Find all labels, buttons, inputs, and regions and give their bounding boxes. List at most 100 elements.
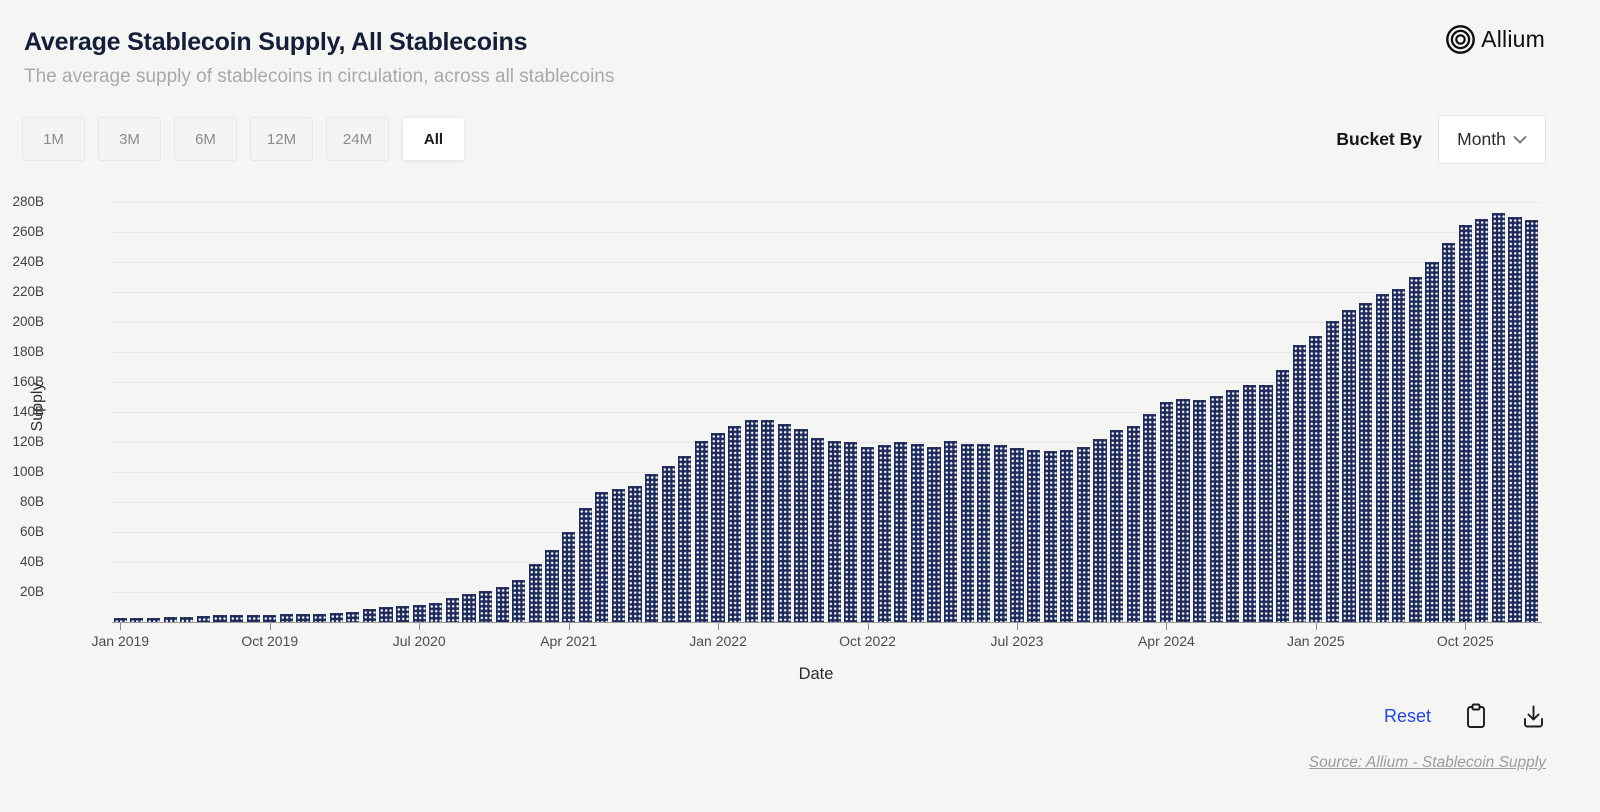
bar-jan-2021[interactable]: [512, 580, 526, 622]
bar-aug-2024[interactable]: [1226, 389, 1240, 622]
bar-jan-2024[interactable]: [1109, 430, 1124, 622]
bar-jun-2025[interactable]: [1392, 289, 1406, 622]
bar-nov-2022[interactable]: [877, 445, 891, 622]
bar-jan-2019[interactable]: [113, 618, 127, 622]
bar-oct-2019[interactable]: [263, 614, 277, 622]
bar-apr-2022[interactable]: [761, 419, 775, 622]
bar-jul-2020[interactable]: [412, 604, 426, 622]
bar-apr-2020[interactable]: [362, 609, 376, 622]
bar-apr-2023[interactable]: [960, 443, 974, 622]
bar-apr-2021[interactable]: [562, 532, 576, 622]
bar-may-2020[interactable]: [379, 607, 393, 622]
clipboard-icon[interactable]: [1464, 703, 1488, 729]
bar-dec-2019[interactable]: [296, 614, 310, 622]
bar-mar-2024[interactable]: [1143, 413, 1157, 622]
bar-feb-2025[interactable]: [1325, 320, 1340, 622]
bar-jul-2019[interactable]: [213, 615, 227, 622]
bar-jul-2024[interactable]: [1209, 395, 1223, 622]
bar-jun-2019[interactable]: [196, 615, 210, 622]
bar-feb-2024[interactable]: [1126, 425, 1140, 622]
bar-may-2021[interactable]: [578, 508, 592, 622]
bar-sep-2022[interactable]: [844, 442, 858, 622]
bar-jan-2025[interactable]: [1309, 335, 1323, 622]
source-link[interactable]: Source: Allium - Stablecoin Supply: [1308, 754, 1546, 771]
bar-dec-2020[interactable]: [495, 586, 509, 622]
bar-dec-2022[interactable]: [894, 442, 908, 622]
x-tick-mark: [867, 623, 869, 630]
bar-jan-2023[interactable]: [910, 443, 924, 622]
range-button-24m[interactable]: 24M: [326, 117, 389, 161]
bar-sep-2023[interactable]: [1043, 451, 1057, 622]
x-tick-mark: [718, 623, 720, 630]
bar-feb-2026[interactable]: [1525, 220, 1539, 622]
bar-mar-2025[interactable]: [1342, 310, 1356, 622]
range-button-6m[interactable]: 6M: [174, 117, 237, 161]
bar-apr-2025[interactable]: [1359, 302, 1373, 622]
reset-button[interactable]: Reset: [1383, 705, 1431, 726]
bar-mar-2022[interactable]: [744, 419, 758, 622]
bar-aug-2025[interactable]: [1425, 262, 1439, 622]
bar-jun-2020[interactable]: [395, 605, 410, 622]
bar-mar-2020[interactable]: [346, 611, 360, 622]
bar-dec-2025[interactable]: [1491, 212, 1506, 622]
bar-jun-2023[interactable]: [993, 445, 1007, 622]
bar-may-2019[interactable]: [180, 616, 194, 622]
bar-apr-2024[interactable]: [1159, 401, 1173, 622]
bar-dec-2024[interactable]: [1292, 344, 1306, 622]
bar-nov-2021[interactable]: [678, 455, 692, 622]
range-button-all[interactable]: All: [402, 117, 465, 161]
bar-sep-2019[interactable]: [246, 614, 260, 622]
bar-feb-2023[interactable]: [927, 446, 941, 622]
bar-mar-2023[interactable]: [943, 440, 958, 622]
range-button-1m[interactable]: 1M: [22, 117, 85, 161]
bar-apr-2019[interactable]: [163, 617, 177, 622]
bar-mar-2021[interactable]: [545, 550, 559, 622]
bar-sep-2020[interactable]: [445, 598, 459, 622]
bar-jan-2026[interactable]: [1508, 217, 1522, 622]
bar-aug-2020[interactable]: [429, 602, 443, 622]
bar-sep-2021[interactable]: [645, 473, 659, 622]
bar-mar-2019[interactable]: [146, 617, 161, 622]
range-button-3m[interactable]: 3M: [98, 117, 161, 161]
bar-jun-2024[interactable]: [1193, 400, 1207, 622]
bar-jun-2022[interactable]: [794, 428, 808, 622]
bucket-by-dropdown[interactable]: Month: [1438, 115, 1546, 164]
bar-nov-2024[interactable]: [1276, 370, 1290, 622]
bar-aug-2023[interactable]: [1026, 449, 1041, 622]
bar-feb-2022[interactable]: [728, 425, 742, 622]
bar-aug-2019[interactable]: [229, 614, 244, 622]
x-tick-mark: [269, 623, 271, 630]
bar-may-2025[interactable]: [1375, 293, 1389, 622]
bar-jan-2022[interactable]: [711, 433, 725, 622]
bar-jul-2022[interactable]: [811, 437, 825, 622]
bar-may-2023[interactable]: [977, 443, 991, 622]
bar-jul-2021[interactable]: [611, 488, 626, 622]
bar-feb-2019[interactable]: [130, 617, 144, 622]
bar-oct-2021[interactable]: [661, 466, 675, 622]
bar-feb-2021[interactable]: [528, 563, 542, 622]
bar-nov-2025[interactable]: [1475, 218, 1489, 622]
bar-nov-2023[interactable]: [1076, 446, 1090, 622]
bar-aug-2021[interactable]: [628, 485, 642, 622]
bar-may-2022[interactable]: [777, 424, 792, 622]
bar-aug-2022[interactable]: [827, 440, 841, 622]
bar-dec-2021[interactable]: [694, 440, 709, 622]
bar-feb-2020[interactable]: [329, 613, 343, 622]
range-button-12m[interactable]: 12M: [250, 117, 313, 161]
bar-jun-2021[interactable]: [595, 491, 609, 622]
bar-jul-2023[interactable]: [1010, 448, 1024, 622]
bar-dec-2023[interactable]: [1093, 439, 1107, 622]
download-icon[interactable]: [1521, 704, 1546, 729]
bar-oct-2020[interactable]: [462, 594, 476, 622]
bar-sep-2025[interactable]: [1442, 242, 1456, 622]
bar-oct-2024[interactable]: [1259, 385, 1273, 622]
bar-oct-2022[interactable]: [860, 446, 875, 622]
bar-nov-2019[interactable]: [279, 614, 293, 622]
bar-may-2024[interactable]: [1176, 398, 1190, 622]
bar-jan-2020[interactable]: [312, 613, 327, 622]
bar-oct-2023[interactable]: [1060, 449, 1074, 622]
bar-jul-2025[interactable]: [1408, 277, 1423, 622]
bar-sep-2024[interactable]: [1242, 385, 1256, 622]
bar-nov-2020[interactable]: [479, 590, 493, 622]
bar-oct-2025[interactable]: [1458, 224, 1472, 622]
